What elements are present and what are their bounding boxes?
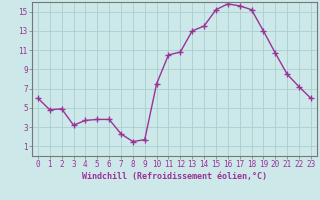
X-axis label: Windchill (Refroidissement éolien,°C): Windchill (Refroidissement éolien,°C) xyxy=(82,172,267,181)
